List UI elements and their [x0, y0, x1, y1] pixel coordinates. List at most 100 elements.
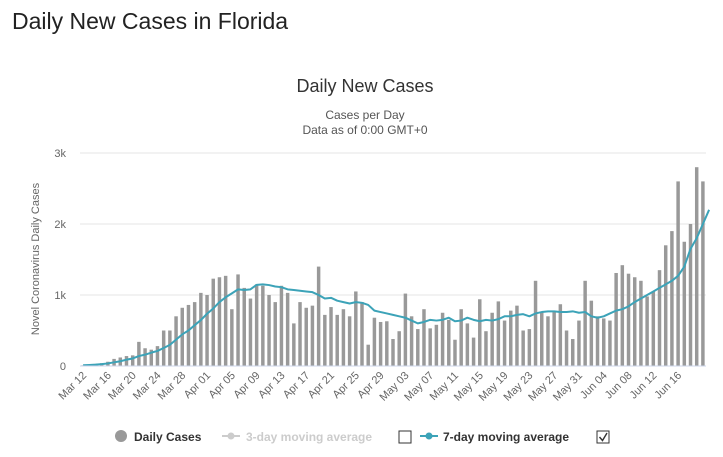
daily-cases-bar[interactable]	[533, 280, 538, 366]
daily-cases-bar[interactable]	[130, 355, 135, 366]
daily-cases-bar[interactable]	[552, 312, 556, 366]
daily-cases-bar[interactable]	[366, 344, 370, 366]
legend-item-7-day-average[interactable]: 7-day moving average	[420, 430, 569, 444]
daily-cases-bar[interactable]	[168, 330, 172, 367]
daily-cases-bar[interactable]	[577, 320, 581, 366]
daily-cases-bar[interactable]	[403, 293, 408, 366]
legend-item-daily-cases[interactable]: Daily Cases	[115, 430, 202, 444]
daily-cases-bar[interactable]	[360, 302, 364, 366]
daily-cases-bar[interactable]	[614, 272, 618, 366]
7-day-average-line[interactable]	[83, 209, 711, 367]
daily-cases-bar[interactable]	[422, 309, 426, 366]
daily-cases-bar[interactable]	[453, 339, 457, 366]
daily-cases-bar[interactable]	[316, 266, 321, 366]
daily-cases-bar[interactable]	[180, 307, 184, 366]
daily-cases-bar[interactable]	[397, 331, 401, 366]
daily-cases-bar[interactable]	[676, 181, 680, 366]
daily-cases-bar[interactable]	[391, 339, 395, 366]
daily-cases-bar[interactable]	[583, 280, 587, 366]
daily-cases-bar[interactable]	[701, 181, 705, 366]
daily-cases-bar[interactable]	[546, 316, 550, 366]
daily-cases-bar[interactable]	[236, 274, 240, 366]
daily-cases-bar[interactable]	[261, 285, 265, 366]
daily-cases-bar[interactable]	[155, 346, 160, 366]
daily-cases-bar[interactable]	[527, 329, 532, 366]
daily-cases-bar[interactable]	[174, 316, 178, 366]
daily-cases-bar[interactable]	[564, 330, 569, 367]
daily-cases-bar[interactable]	[137, 341, 141, 366]
daily-cases-bar[interactable]	[651, 291, 656, 366]
legend-item-3-day-average[interactable]: 3-day moving average	[222, 430, 372, 444]
daily-cases-bar[interactable]	[335, 314, 339, 366]
daily-cases-bar[interactable]	[632, 277, 637, 366]
daily-cases-bar[interactable]	[186, 304, 191, 366]
daily-cases-bar[interactable]	[657, 270, 662, 366]
daily-cases-bar[interactable]	[385, 321, 389, 366]
daily-cases-bar[interactable]	[509, 310, 513, 366]
daily-cases-bar[interactable]	[230, 309, 234, 366]
daily-cases-bar[interactable]	[490, 312, 494, 366]
daily-cases-bar[interactable]	[471, 337, 476, 366]
daily-cases-bar[interactable]	[298, 302, 302, 366]
daily-cases-bar[interactable]	[608, 320, 612, 366]
daily-cases-bar[interactable]	[285, 292, 290, 366]
3-day-average-checkbox[interactable]	[398, 430, 412, 444]
daily-cases-bar[interactable]	[459, 309, 463, 366]
daily-cases-bar[interactable]	[682, 241, 687, 366]
daily-cases-bar[interactable]	[571, 339, 575, 366]
daily-cases-bar[interactable]	[620, 265, 625, 366]
daily-cases-bar[interactable]	[292, 323, 296, 366]
daily-cases-bar[interactable]	[378, 321, 383, 366]
daily-cases-bar[interactable]	[440, 312, 445, 366]
daily-cases-bar[interactable]	[484, 331, 488, 366]
daily-cases-bar[interactable]	[416, 329, 420, 366]
daily-cases-bar[interactable]	[217, 277, 222, 366]
daily-cases-bar[interactable]	[428, 328, 432, 366]
daily-cases-bar[interactable]	[670, 231, 674, 366]
daily-cases-bar[interactable]	[223, 275, 228, 366]
daily-cases-bar[interactable]	[199, 292, 203, 366]
daily-cases-bar[interactable]	[602, 318, 606, 366]
daily-cases-bar[interactable]	[496, 301, 501, 366]
daily-cases-bar[interactable]	[521, 330, 525, 367]
daily-cases-bar[interactable]	[254, 284, 259, 366]
daily-cases-bar[interactable]	[248, 298, 253, 366]
daily-cases-bar[interactable]	[149, 349, 154, 366]
daily-cases-bar[interactable]	[626, 273, 631, 366]
daily-cases-bar[interactable]	[329, 307, 333, 366]
daily-cases-bar[interactable]	[589, 300, 594, 366]
daily-cases-bar[interactable]	[242, 287, 246, 366]
daily-cases-bar[interactable]	[540, 312, 544, 366]
daily-cases-bar[interactable]	[465, 323, 470, 366]
daily-cases-bar[interactable]	[304, 307, 308, 366]
daily-cases-bars	[81, 167, 705, 367]
daily-cases-bar[interactable]	[279, 285, 284, 366]
daily-cases-bar[interactable]	[663, 245, 668, 366]
daily-cases-bar[interactable]	[595, 316, 600, 366]
daily-cases-bar[interactable]	[645, 296, 649, 366]
daily-cases-bar[interactable]	[205, 295, 209, 366]
daily-cases-bar[interactable]	[124, 356, 129, 366]
daily-cases-bar[interactable]	[267, 295, 271, 366]
daily-cases-bar[interactable]	[515, 305, 519, 366]
daily-cases-bar[interactable]	[323, 314, 327, 366]
daily-cases-bar[interactable]	[688, 224, 693, 366]
daily-cases-bar[interactable]	[372, 317, 377, 366]
daily-cases-bar[interactable]	[478, 299, 482, 366]
7-day-average-checkbox[interactable]	[596, 430, 610, 444]
daily-cases-bar[interactable]	[409, 316, 414, 366]
daily-cases-bar[interactable]	[694, 167, 699, 366]
daily-cases-bar[interactable]	[354, 291, 358, 366]
daily-cases-bar[interactable]	[347, 316, 352, 366]
daily-cases-bar[interactable]	[211, 278, 215, 366]
daily-cases-bar[interactable]	[310, 305, 315, 366]
daily-cases-bar[interactable]	[639, 280, 643, 366]
daily-cases-bar[interactable]	[434, 324, 439, 366]
daily-cases-bar[interactable]	[192, 302, 197, 366]
daily-cases-bar[interactable]	[341, 309, 346, 366]
daily-cases-bar[interactable]	[273, 302, 277, 366]
daily-cases-bar[interactable]	[502, 320, 507, 366]
daily-cases-bar[interactable]	[447, 319, 451, 366]
daily-cases-bar[interactable]	[558, 304, 563, 366]
daily-cases-bar[interactable]	[143, 348, 147, 366]
